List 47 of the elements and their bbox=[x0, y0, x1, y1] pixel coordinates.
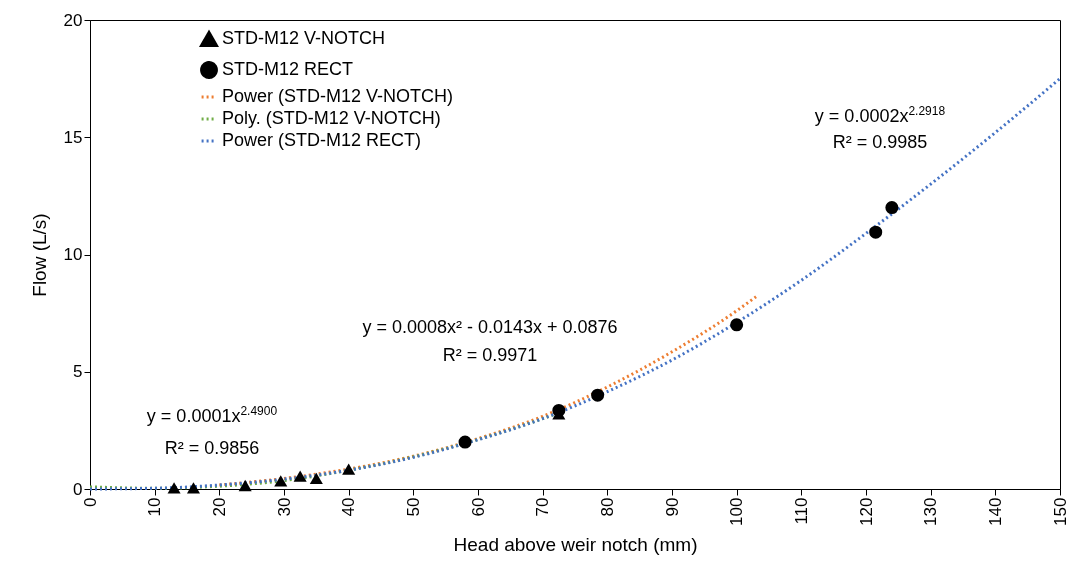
point bbox=[293, 470, 307, 482]
x-tick-label: 140 bbox=[985, 497, 1005, 526]
x-tick-label: 70 bbox=[533, 497, 553, 517]
y-tick-label: 5 bbox=[73, 362, 83, 382]
point bbox=[186, 482, 200, 494]
x-tick-label: 150 bbox=[1050, 497, 1068, 526]
x-tick-label: 50 bbox=[403, 497, 423, 517]
x-axis-title: Head above weir notch (mm) bbox=[453, 533, 698, 555]
point bbox=[591, 388, 605, 402]
x-tick-label: 20 bbox=[209, 497, 229, 517]
annotation: R² = 0.9856 bbox=[164, 437, 260, 459]
y-axis-title: Flow (L/s) bbox=[28, 213, 50, 297]
point bbox=[458, 435, 472, 449]
x-tick-label: 80 bbox=[597, 497, 617, 517]
point bbox=[885, 201, 899, 215]
point bbox=[238, 479, 252, 492]
legend-label: Power (STD-M12 RECT) bbox=[222, 130, 422, 150]
annotation: y = 0.0001x$^{2.4900}$ bbox=[146, 403, 278, 427]
y-tick-label: 10 bbox=[63, 245, 83, 264]
legend-label: STD-M12 RECT bbox=[222, 59, 354, 79]
annotation: y = 0.0002x$^{2.2918}$ bbox=[814, 103, 946, 127]
point bbox=[274, 475, 288, 487]
x-tick-label: 120 bbox=[856, 497, 876, 526]
annotation: R² = 0.9985 bbox=[832, 131, 928, 153]
legend-label: Poly. (STD-M12 V-NOTCH) bbox=[222, 108, 441, 128]
y-tick-label: 0 bbox=[73, 479, 83, 499]
annotation: R² = 0.9971 bbox=[442, 344, 538, 366]
legend-label: Power (STD-M12 V-NOTCH) bbox=[222, 86, 454, 106]
x-tick-label: 0 bbox=[80, 497, 100, 507]
y-tick-label: 15 bbox=[63, 127, 83, 147]
x-tick-label: 130 bbox=[921, 497, 941, 526]
point bbox=[342, 463, 356, 475]
x-tick-label: 90 bbox=[662, 497, 682, 517]
y-tick-label: 20 bbox=[63, 10, 83, 30]
x-tick-label: 10 bbox=[145, 497, 165, 517]
point bbox=[167, 482, 181, 494]
x-tick-label: 100 bbox=[727, 497, 747, 526]
point bbox=[309, 472, 323, 485]
x-tick-label: 110 bbox=[791, 497, 811, 525]
line-series bbox=[88, 77, 1062, 491]
legend-label: STD-M12 V-NOTCH bbox=[222, 28, 386, 48]
x-tick-label: 40 bbox=[339, 497, 359, 517]
x-tick-label: 30 bbox=[274, 497, 294, 517]
point bbox=[730, 318, 744, 332]
x-tick-label: 60 bbox=[468, 497, 488, 517]
point bbox=[869, 225, 883, 239]
annotation: y = 0.0008x² - 0.0143x + 0.0876 bbox=[362, 316, 618, 338]
